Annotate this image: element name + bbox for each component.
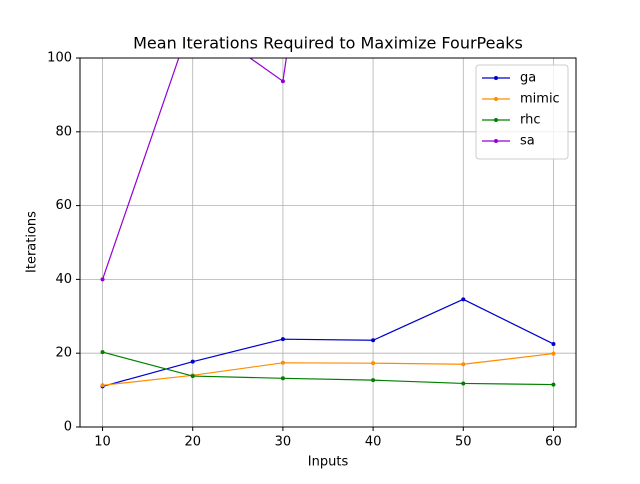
data-point — [461, 297, 466, 302]
data-point — [371, 338, 376, 343]
data-point — [280, 79, 285, 84]
data-point — [280, 360, 285, 365]
x-tick-label: 20 — [184, 435, 201, 450]
axes-frame — [79, 57, 577, 428]
data-point — [551, 351, 556, 356]
series-line — [102, 298, 554, 387]
legend-box — [475, 64, 569, 160]
x-tick-label: 10 — [94, 435, 111, 450]
x-tick-label: 60 — [545, 435, 562, 450]
legend: ga mimic rhc sa — [475, 64, 569, 160]
data-point — [371, 361, 376, 366]
legend-marker — [494, 118, 498, 122]
x-tick-label: 50 — [455, 435, 472, 450]
x-axis-label: Inputs — [308, 455, 349, 470]
y-tick-label: 80 — [55, 124, 72, 139]
y-tick-label: 100 — [47, 51, 72, 66]
data-point — [100, 277, 105, 282]
series-line — [102, 351, 554, 386]
data-point — [461, 381, 466, 386]
legend-marker — [494, 139, 498, 143]
data-point — [280, 337, 285, 342]
series-line — [101, 58, 287, 280]
legend-label: ga — [520, 71, 536, 86]
data-point — [280, 376, 285, 381]
data-point — [190, 374, 195, 379]
legend-label: mimic — [520, 92, 560, 107]
data-point — [551, 382, 556, 387]
legend-label: rhc — [520, 113, 541, 128]
y-tick-label: 60 — [55, 198, 72, 213]
x-tick-label: 30 — [275, 435, 292, 450]
data-point — [461, 362, 466, 367]
legend-label: sa — [520, 134, 535, 149]
data-point — [190, 359, 195, 364]
chart-title: Mean Iterations Required to Maximize Fou… — [133, 34, 523, 53]
data-point — [100, 383, 105, 388]
y-tick-label: 40 — [55, 272, 72, 287]
plot-area — [100, 58, 556, 389]
legend-marker — [494, 76, 498, 80]
legend-marker — [494, 97, 498, 101]
y-tick-label: 0 — [64, 420, 72, 435]
data-point — [371, 378, 376, 383]
x-tick-label: 40 — [365, 435, 382, 450]
y-tick-label: 20 — [55, 346, 72, 361]
series-line — [102, 352, 554, 386]
data-point — [551, 341, 556, 346]
y-axis-label: Iterations — [25, 211, 40, 273]
data-point — [100, 350, 105, 355]
